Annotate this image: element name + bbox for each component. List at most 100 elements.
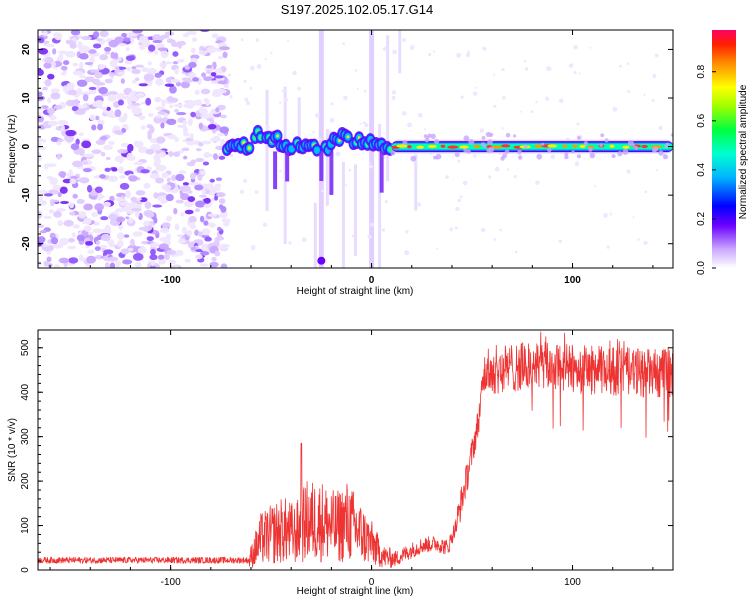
spectrogram-noise-blob: [72, 224, 80, 229]
spectrogram-dot: [493, 73, 496, 77]
spectrogram-noise-blob: [204, 236, 212, 242]
spectrogram-noise-blob: [119, 175, 126, 179]
spectrogram-noise-blob: [95, 240, 101, 246]
spectrogram-noise-blob: [207, 213, 217, 217]
spectrogram-noise-blob: [165, 193, 174, 202]
spectrogram-noise-blob: [153, 217, 158, 224]
spectrogram-noise-blob: [108, 241, 116, 248]
spectrogram-noise-blob: [46, 97, 52, 104]
spectrogram-dot: [255, 38, 260, 42]
spectrogram-tone-peak: [622, 145, 630, 149]
spectrogram-noise-blob: [60, 200, 69, 205]
spectrogram-tone-speck: [634, 146, 639, 150]
spectrogram-noise-blob: [172, 51, 179, 57]
spectrogram-fragment: [387, 146, 393, 153]
spectrogram-dot: [367, 234, 372, 239]
spectrogram-dot: [250, 245, 256, 250]
spectrogram-noise-blob: [149, 254, 158, 261]
spectrogram-dot: [523, 60, 527, 63]
spectrogram-tone-speck: [424, 137, 430, 143]
spectrogram-tone-peak: [547, 144, 558, 148]
spectrogram-noise-blob: [189, 133, 194, 139]
spectrogram-noise-blob: [65, 129, 76, 137]
spectrogram-noise-blob: [215, 68, 223, 75]
spectrogram-dot: [342, 42, 346, 45]
spectrogram-noise-blob: [194, 254, 203, 260]
spectrogram-noise-blob: [69, 40, 76, 48]
spectrogram-dot: [246, 101, 251, 106]
spectrogram-noise-blob: [190, 111, 196, 118]
spectrogram-noise-blob: [109, 60, 118, 67]
spectrogram-dot: [312, 130, 315, 134]
spectrogram-tone-speck: [541, 142, 545, 146]
spectrogram-tone-speck: [513, 134, 517, 138]
spectrogram-noise-blob: [134, 210, 140, 218]
spectrogram-tone-speck: [481, 135, 486, 140]
spectrogram-noise-blob: [72, 193, 78, 199]
spectrogram-noise-blob: [83, 153, 95, 158]
spectrogram-noise-blob: [177, 124, 187, 129]
spectrogram-noise-blob: [67, 89, 78, 96]
spectrogram-dip: [319, 151, 324, 182]
spectrogram-tone-speck: [536, 153, 543, 160]
spectrogram-noise-blob: [183, 155, 188, 160]
spectrogram-noise-blob: [57, 120, 69, 125]
spectrogram-noise-blob: [217, 104, 226, 111]
spectrogram-noise-blob: [202, 229, 210, 236]
spectrogram-noise-blob: [183, 103, 191, 108]
spectrogram-noise-blob: [62, 85, 68, 92]
spectrogram-noise-blob: [139, 45, 146, 51]
spectrogram-tone-speck: [390, 150, 396, 156]
spectrogram-noise-blob: [173, 103, 183, 108]
spectrogram-dot: [559, 98, 564, 104]
spectrogram-noise-blob: [147, 61, 152, 66]
spectrogram-noise-blob: [50, 92, 61, 100]
spectrogram-noise-blob: [200, 170, 206, 175]
spectrogram-x-tick-label: -100: [161, 275, 181, 286]
spectrogram-noise-blob: [159, 62, 167, 68]
spectrogram-dot: [524, 67, 529, 71]
spectrogram-tone-peak: [641, 144, 648, 149]
spectrogram-noise-blob: [38, 236, 46, 244]
spectrogram-noise-blob: [79, 61, 84, 70]
spectrogram-tone-speck: [487, 139, 493, 145]
spectrogram-noise-blob: [176, 112, 187, 116]
spectrogram-noise-blob: [171, 174, 177, 182]
spectrogram-dot: [573, 71, 577, 75]
spectrogram-noise-blob: [157, 111, 167, 115]
spectrogram-dot: [459, 195, 463, 199]
spectrogram-dot: [343, 95, 348, 101]
spectrogram-dot: [643, 93, 646, 97]
spectrogram-noise-blob: [188, 215, 197, 224]
spectrogram-dot: [455, 206, 460, 211]
spectrogram-tone-peak: [396, 144, 408, 148]
spectrogram-noise-blob: [149, 125, 155, 134]
spectrogram-noise-blob: [104, 46, 112, 52]
spectrogram-noise-blob: [148, 44, 156, 52]
spectrogram-tone-peak: [447, 145, 459, 149]
spectrogram-noise-blob: [119, 201, 128, 206]
spectrogram-dot: [240, 38, 244, 42]
spectrogram-dot: [297, 86, 302, 91]
spectrogram-noise-blob: [157, 254, 165, 260]
spectrogram-noise-blob: [98, 86, 109, 95]
spectrogram-noise-blob: [52, 48, 57, 55]
spectrogram-noise-blob: [126, 152, 133, 160]
spectrogram-dot: [546, 66, 552, 72]
spectrogram-noise-blob: [169, 85, 177, 94]
spectrogram-dot: [558, 239, 563, 244]
spectrogram-noise-blob: [107, 90, 118, 96]
spectrogram-noise-blob: [49, 177, 58, 186]
spectrogram-noise-blob: [143, 73, 155, 82]
spectrogram-noise-blob: [203, 203, 212, 208]
spectrogram-noise-blob: [207, 123, 217, 130]
spectrogram-noise-blob: [200, 88, 211, 95]
spectrogram-noise-blob: [103, 249, 114, 255]
spectrogram-noise-blob: [53, 264, 61, 268]
spectrogram-noise-blob: [99, 136, 108, 141]
spectrogram-noise-blob: [214, 195, 219, 201]
spectrogram-noise-blob: [166, 177, 171, 183]
spectrogram-tone-speck: [632, 144, 636, 148]
spectrogram-noise-blob: [99, 54, 109, 61]
spectrogram-tone-peak: [562, 144, 568, 148]
